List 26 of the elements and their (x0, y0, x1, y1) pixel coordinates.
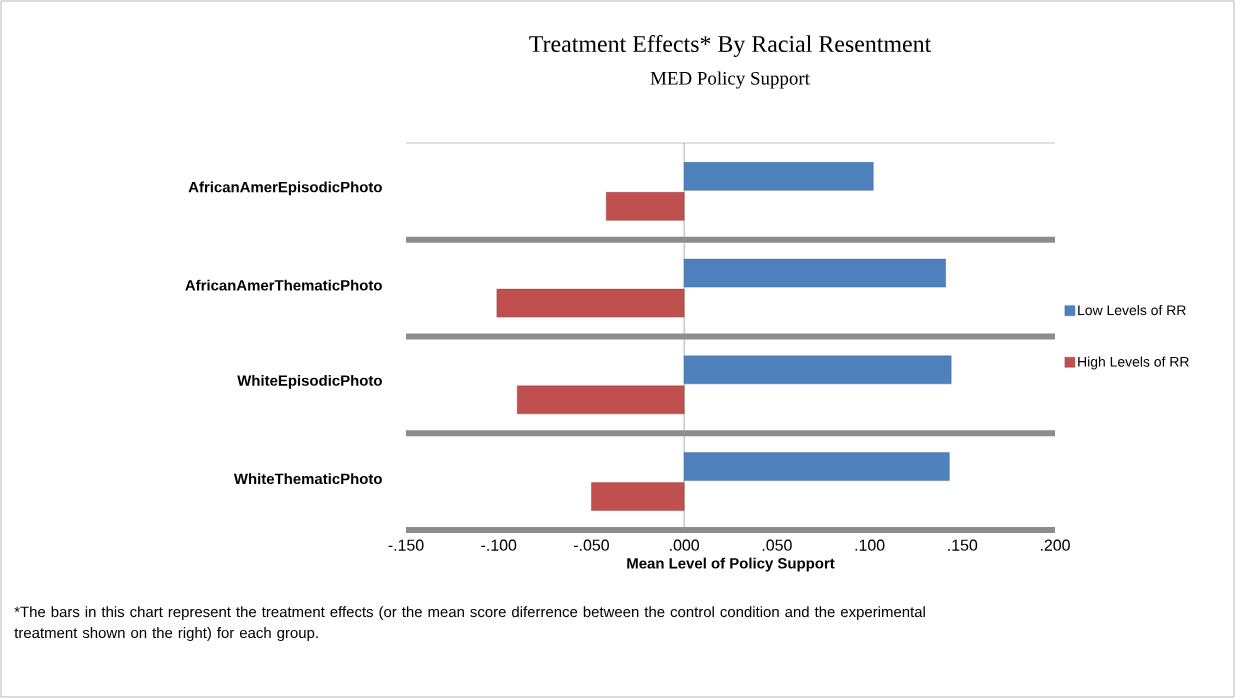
bar (591, 482, 685, 511)
y-tick-label: WhiteThematicPhoto (233, 473, 382, 485)
x-tick-label: .100 (855, 539, 885, 551)
y-tick-label: AfricanAmerThematicPhoto (185, 279, 382, 291)
legend-label: Low Levels of RR (1078, 304, 1186, 316)
x-tick-label: .050 (762, 539, 792, 551)
x-tick-label: -.100 (481, 539, 517, 551)
x-tick-label: .200 (1040, 539, 1070, 551)
bar (683, 258, 946, 288)
x-tick-label: -.150 (388, 539, 424, 551)
y-tick-label: AfricanAmerEpisodicPhoto (188, 181, 382, 196)
bar (606, 192, 685, 221)
bar (517, 385, 685, 415)
x-axis-title: Mean Level of Policy Support (627, 557, 835, 572)
x-tick-label: .000 (670, 539, 700, 551)
bar (683, 355, 952, 385)
x-tick-label: -.050 (573, 539, 609, 551)
bar (683, 162, 874, 191)
chart-subtitle: MED Policy Support (650, 71, 810, 89)
text: *The bars in this chart represent the treatment effects (or the mean score diferrence between the control condition and the experimental treatment shown on the right) for each group. (14, 606, 925, 642)
x-tick-label: .150 (948, 539, 978, 551)
legend-label: High Levels of RR (1078, 356, 1189, 370)
y-tick-label: WhiteEpisodicPhoto (237, 374, 382, 389)
bar (683, 452, 950, 481)
chart-title: Treatment Effects* By Racial Resentment (529, 35, 932, 57)
bar (496, 288, 685, 318)
